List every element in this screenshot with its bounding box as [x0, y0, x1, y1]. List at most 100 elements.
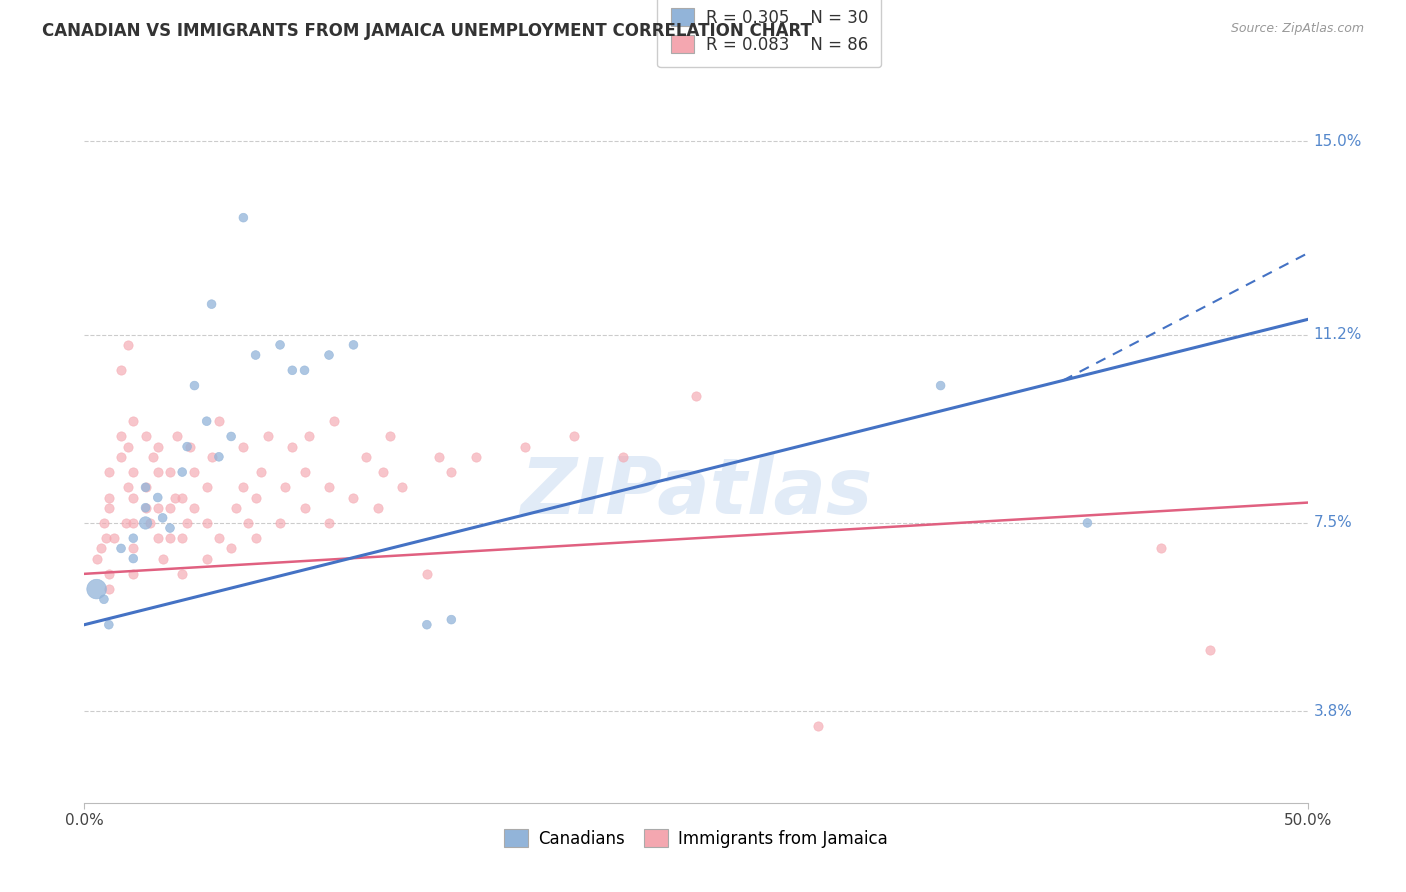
Point [122, 491, 145, 505]
Point [110, 541, 132, 556]
Point [225, 500, 247, 515]
Point [159, 500, 181, 515]
Point [97, 491, 120, 505]
Point [685, 389, 707, 403]
Point [146, 491, 169, 505]
Point [440, 613, 463, 627]
Point [219, 429, 242, 443]
Point [391, 480, 413, 494]
Point [612, 450, 634, 464]
Point [152, 551, 174, 566]
Point [464, 450, 486, 464]
Point [200, 450, 222, 464]
Point [1150, 541, 1173, 556]
Point [232, 440, 254, 454]
Point [269, 338, 291, 352]
Point [166, 429, 188, 443]
Point [208, 531, 231, 545]
Point [294, 465, 316, 479]
Point [232, 480, 254, 494]
Point [135, 429, 157, 443]
Point [135, 480, 157, 494]
Point [371, 465, 394, 479]
Text: 11.2%: 11.2% [1313, 327, 1362, 343]
Point [416, 566, 439, 581]
Point [97, 566, 120, 581]
Point [135, 480, 157, 494]
Point [135, 500, 157, 515]
Point [249, 465, 271, 479]
Point [172, 465, 194, 479]
Point [122, 414, 145, 428]
Point [93, 592, 115, 607]
Point [142, 450, 165, 464]
Point [93, 516, 115, 530]
Point [219, 541, 242, 556]
Point [176, 516, 198, 530]
Point [97, 500, 120, 515]
Point [172, 566, 194, 581]
Text: ZIPatlas: ZIPatlas [520, 454, 872, 530]
Point [245, 491, 267, 505]
Point [110, 429, 132, 443]
Point [122, 531, 145, 545]
Point [1198, 643, 1220, 657]
Point [97, 465, 120, 479]
Point [562, 429, 585, 443]
Point [294, 500, 316, 515]
Point [159, 465, 181, 479]
Text: CANADIAN VS IMMIGRANTS FROM JAMAICA UNEMPLOYMENT CORRELATION CHART: CANADIAN VS IMMIGRANTS FROM JAMAICA UNEM… [42, 22, 813, 40]
Point [139, 516, 162, 530]
Point [135, 500, 157, 515]
Point [117, 338, 139, 352]
Text: 15.0%: 15.0% [1313, 134, 1362, 149]
Text: Source: ZipAtlas.com: Source: ZipAtlas.com [1230, 22, 1364, 36]
Point [122, 541, 145, 556]
Point [354, 450, 377, 464]
Point [110, 450, 132, 464]
Point [96, 531, 118, 545]
Point [176, 440, 198, 454]
Text: 7.5%: 7.5% [1313, 516, 1353, 531]
Legend: Canadians, Immigrants from Jamaica: Canadians, Immigrants from Jamaica [496, 821, 896, 856]
Point [122, 516, 145, 530]
Point [172, 491, 194, 505]
Point [97, 617, 120, 632]
Point [245, 531, 267, 545]
Point [342, 338, 364, 352]
Point [195, 516, 218, 530]
Point [274, 480, 297, 494]
Point [195, 551, 218, 566]
Point [513, 440, 536, 454]
Point [208, 414, 231, 428]
Point [90, 541, 112, 556]
Point [200, 297, 222, 311]
Point [117, 440, 139, 454]
Point [86, 582, 108, 596]
Point [281, 363, 304, 377]
Point [238, 516, 260, 530]
Point [245, 348, 267, 362]
Point [322, 414, 344, 428]
Point [807, 719, 830, 733]
Point [115, 516, 138, 530]
Text: 3.8%: 3.8% [1313, 704, 1353, 719]
Point [318, 348, 340, 362]
Point [929, 378, 952, 392]
Point [152, 511, 174, 525]
Point [97, 582, 120, 596]
Point [269, 516, 291, 530]
Point [183, 500, 205, 515]
Point [122, 566, 145, 581]
Point [195, 414, 218, 428]
Point [208, 450, 231, 464]
Point [380, 429, 402, 443]
Point [117, 480, 139, 494]
Point [146, 440, 169, 454]
Point [294, 363, 316, 377]
Point [416, 617, 439, 632]
Point [122, 465, 145, 479]
Point [172, 531, 194, 545]
Point [146, 465, 169, 479]
Point [159, 531, 181, 545]
